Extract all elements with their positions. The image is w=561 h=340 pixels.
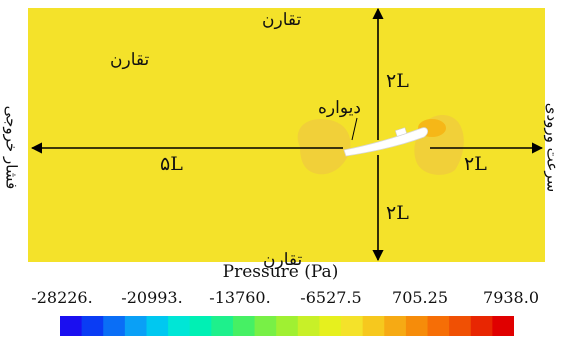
- vessel-wall: [343, 127, 428, 157]
- colorbar-segment: [492, 316, 514, 336]
- label-top-symmetry: تقارن: [262, 10, 302, 30]
- label-bottom-symmetry: تقارن: [263, 250, 303, 270]
- colorbar-segment: [254, 316, 277, 336]
- colorbar-segment: [81, 316, 104, 336]
- pressure-colorbar: [60, 316, 514, 336]
- legend-tick: -13760.: [209, 288, 271, 307]
- label-outlet-pressure: فشار خروجی: [2, 105, 21, 190]
- colorbar-segment: [189, 316, 212, 336]
- legend-tick: -28226.: [31, 288, 93, 307]
- wake-region-left: [297, 119, 351, 175]
- colorbar-segment: [449, 316, 472, 336]
- colorbar-segment: [103, 316, 126, 336]
- legend-tick: -6527.5: [300, 288, 362, 307]
- label-dim-downstream: ۲L: [464, 153, 487, 175]
- colorbar-segment: [146, 316, 169, 336]
- colorbar-segment: [60, 316, 83, 336]
- label-interior-symmetry: تقارن: [110, 50, 150, 70]
- label-dim-up: ۲L: [386, 70, 409, 92]
- colorbar-segment: [124, 316, 148, 336]
- colorbar-segment: [297, 316, 321, 336]
- label-dim-upstream: ۵L: [160, 153, 183, 175]
- legend-title: Pressure (Pa): [222, 262, 339, 282]
- colorbar-segment: [384, 316, 407, 336]
- colorbar-segment: [341, 316, 364, 336]
- legend-tick: 705.25: [392, 288, 448, 307]
- colorbar-segment: [470, 316, 493, 336]
- colorbar-segment: [362, 316, 385, 336]
- colorbar-segment: [427, 316, 450, 336]
- colorbar-segment: [211, 316, 234, 336]
- label-dim-down: ۲L: [386, 202, 409, 224]
- colorbar-segment: [319, 316, 342, 336]
- wall-leader-line: [351, 117, 358, 141]
- legend-tick: -20993.: [121, 288, 183, 307]
- colorbar-segment: [276, 316, 299, 336]
- colorbar-segment: [168, 316, 191, 336]
- colorbar-segment: [405, 316, 429, 336]
- label-wall: دیواره: [318, 98, 361, 118]
- colorbar-segment: [232, 316, 256, 336]
- legend-tick: 7938.0: [483, 288, 539, 307]
- label-inlet-velocity: سرعت ورودی: [543, 102, 561, 193]
